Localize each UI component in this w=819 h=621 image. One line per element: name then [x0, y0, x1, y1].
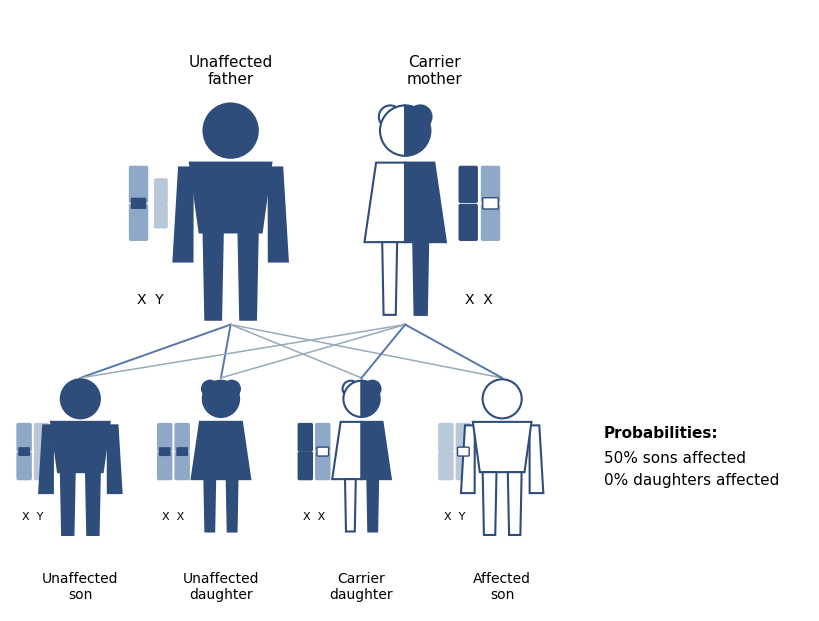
FancyBboxPatch shape [457, 447, 468, 456]
Circle shape [409, 106, 431, 128]
Polygon shape [238, 232, 257, 320]
Circle shape [202, 381, 239, 417]
Circle shape [61, 379, 100, 419]
Polygon shape [460, 425, 474, 493]
FancyBboxPatch shape [34, 451, 49, 480]
FancyBboxPatch shape [176, 447, 188, 456]
Polygon shape [204, 479, 215, 532]
Text: X  Y: X Y [443, 512, 464, 522]
FancyBboxPatch shape [297, 451, 313, 480]
FancyBboxPatch shape [480, 166, 500, 203]
Polygon shape [227, 479, 238, 532]
Polygon shape [51, 422, 110, 472]
Polygon shape [473, 422, 531, 472]
Polygon shape [203, 232, 223, 320]
Polygon shape [39, 425, 53, 493]
FancyBboxPatch shape [129, 166, 148, 203]
Circle shape [201, 381, 218, 397]
FancyBboxPatch shape [154, 178, 168, 204]
Wedge shape [361, 381, 379, 417]
Text: Affected
son: Affected son [473, 572, 531, 602]
FancyBboxPatch shape [480, 204, 500, 241]
Circle shape [378, 106, 401, 128]
Polygon shape [405, 163, 446, 242]
Polygon shape [413, 242, 428, 315]
Polygon shape [174, 168, 192, 261]
Text: Unaffected
daughter: Unaffected daughter [183, 572, 259, 602]
Wedge shape [379, 106, 405, 156]
Polygon shape [367, 479, 378, 532]
Text: Carrier
mother: Carrier mother [406, 55, 462, 87]
FancyBboxPatch shape [317, 447, 328, 456]
FancyBboxPatch shape [314, 423, 330, 452]
FancyBboxPatch shape [18, 447, 29, 456]
FancyBboxPatch shape [437, 451, 453, 480]
Text: X  X: X X [464, 292, 492, 307]
FancyBboxPatch shape [156, 423, 172, 452]
Circle shape [364, 381, 380, 397]
Polygon shape [361, 422, 391, 479]
Polygon shape [345, 479, 355, 532]
Polygon shape [107, 425, 121, 493]
Polygon shape [529, 425, 543, 493]
FancyBboxPatch shape [437, 423, 453, 452]
Text: X  X: X X [302, 512, 325, 522]
FancyBboxPatch shape [130, 197, 146, 209]
FancyBboxPatch shape [156, 451, 172, 480]
FancyBboxPatch shape [159, 447, 170, 456]
FancyBboxPatch shape [455, 423, 471, 452]
Polygon shape [482, 472, 495, 535]
Wedge shape [405, 106, 430, 156]
Polygon shape [86, 472, 100, 535]
FancyBboxPatch shape [458, 166, 477, 203]
Circle shape [342, 381, 359, 397]
FancyBboxPatch shape [174, 423, 190, 452]
Text: X  Y: X Y [22, 512, 43, 522]
Text: Probabilities:: Probabilities: [604, 427, 717, 442]
Polygon shape [61, 472, 75, 535]
FancyBboxPatch shape [458, 204, 477, 241]
Wedge shape [343, 381, 361, 417]
Polygon shape [364, 163, 405, 242]
FancyBboxPatch shape [174, 451, 190, 480]
FancyBboxPatch shape [129, 204, 148, 241]
FancyBboxPatch shape [482, 197, 498, 209]
Polygon shape [192, 422, 250, 479]
Polygon shape [190, 163, 271, 232]
Text: X  X: X X [162, 512, 184, 522]
FancyBboxPatch shape [455, 451, 471, 480]
FancyBboxPatch shape [16, 451, 32, 480]
Circle shape [203, 104, 257, 158]
Text: Unaffected
son: Unaffected son [42, 572, 119, 602]
FancyBboxPatch shape [154, 203, 168, 229]
Circle shape [224, 381, 240, 397]
Text: Unaffected
father: Unaffected father [188, 55, 273, 87]
Text: X  Y: X Y [137, 292, 163, 307]
FancyBboxPatch shape [34, 423, 49, 452]
Text: Carrier
daughter: Carrier daughter [329, 572, 393, 602]
Polygon shape [507, 472, 521, 535]
Polygon shape [382, 242, 396, 315]
Text: 50% sons affected: 50% sons affected [604, 451, 745, 466]
FancyBboxPatch shape [314, 451, 330, 480]
Polygon shape [332, 422, 361, 479]
FancyBboxPatch shape [16, 423, 32, 452]
FancyBboxPatch shape [297, 423, 313, 452]
Circle shape [482, 379, 521, 419]
Text: 0% daughters affected: 0% daughters affected [604, 473, 778, 488]
Polygon shape [269, 168, 287, 261]
